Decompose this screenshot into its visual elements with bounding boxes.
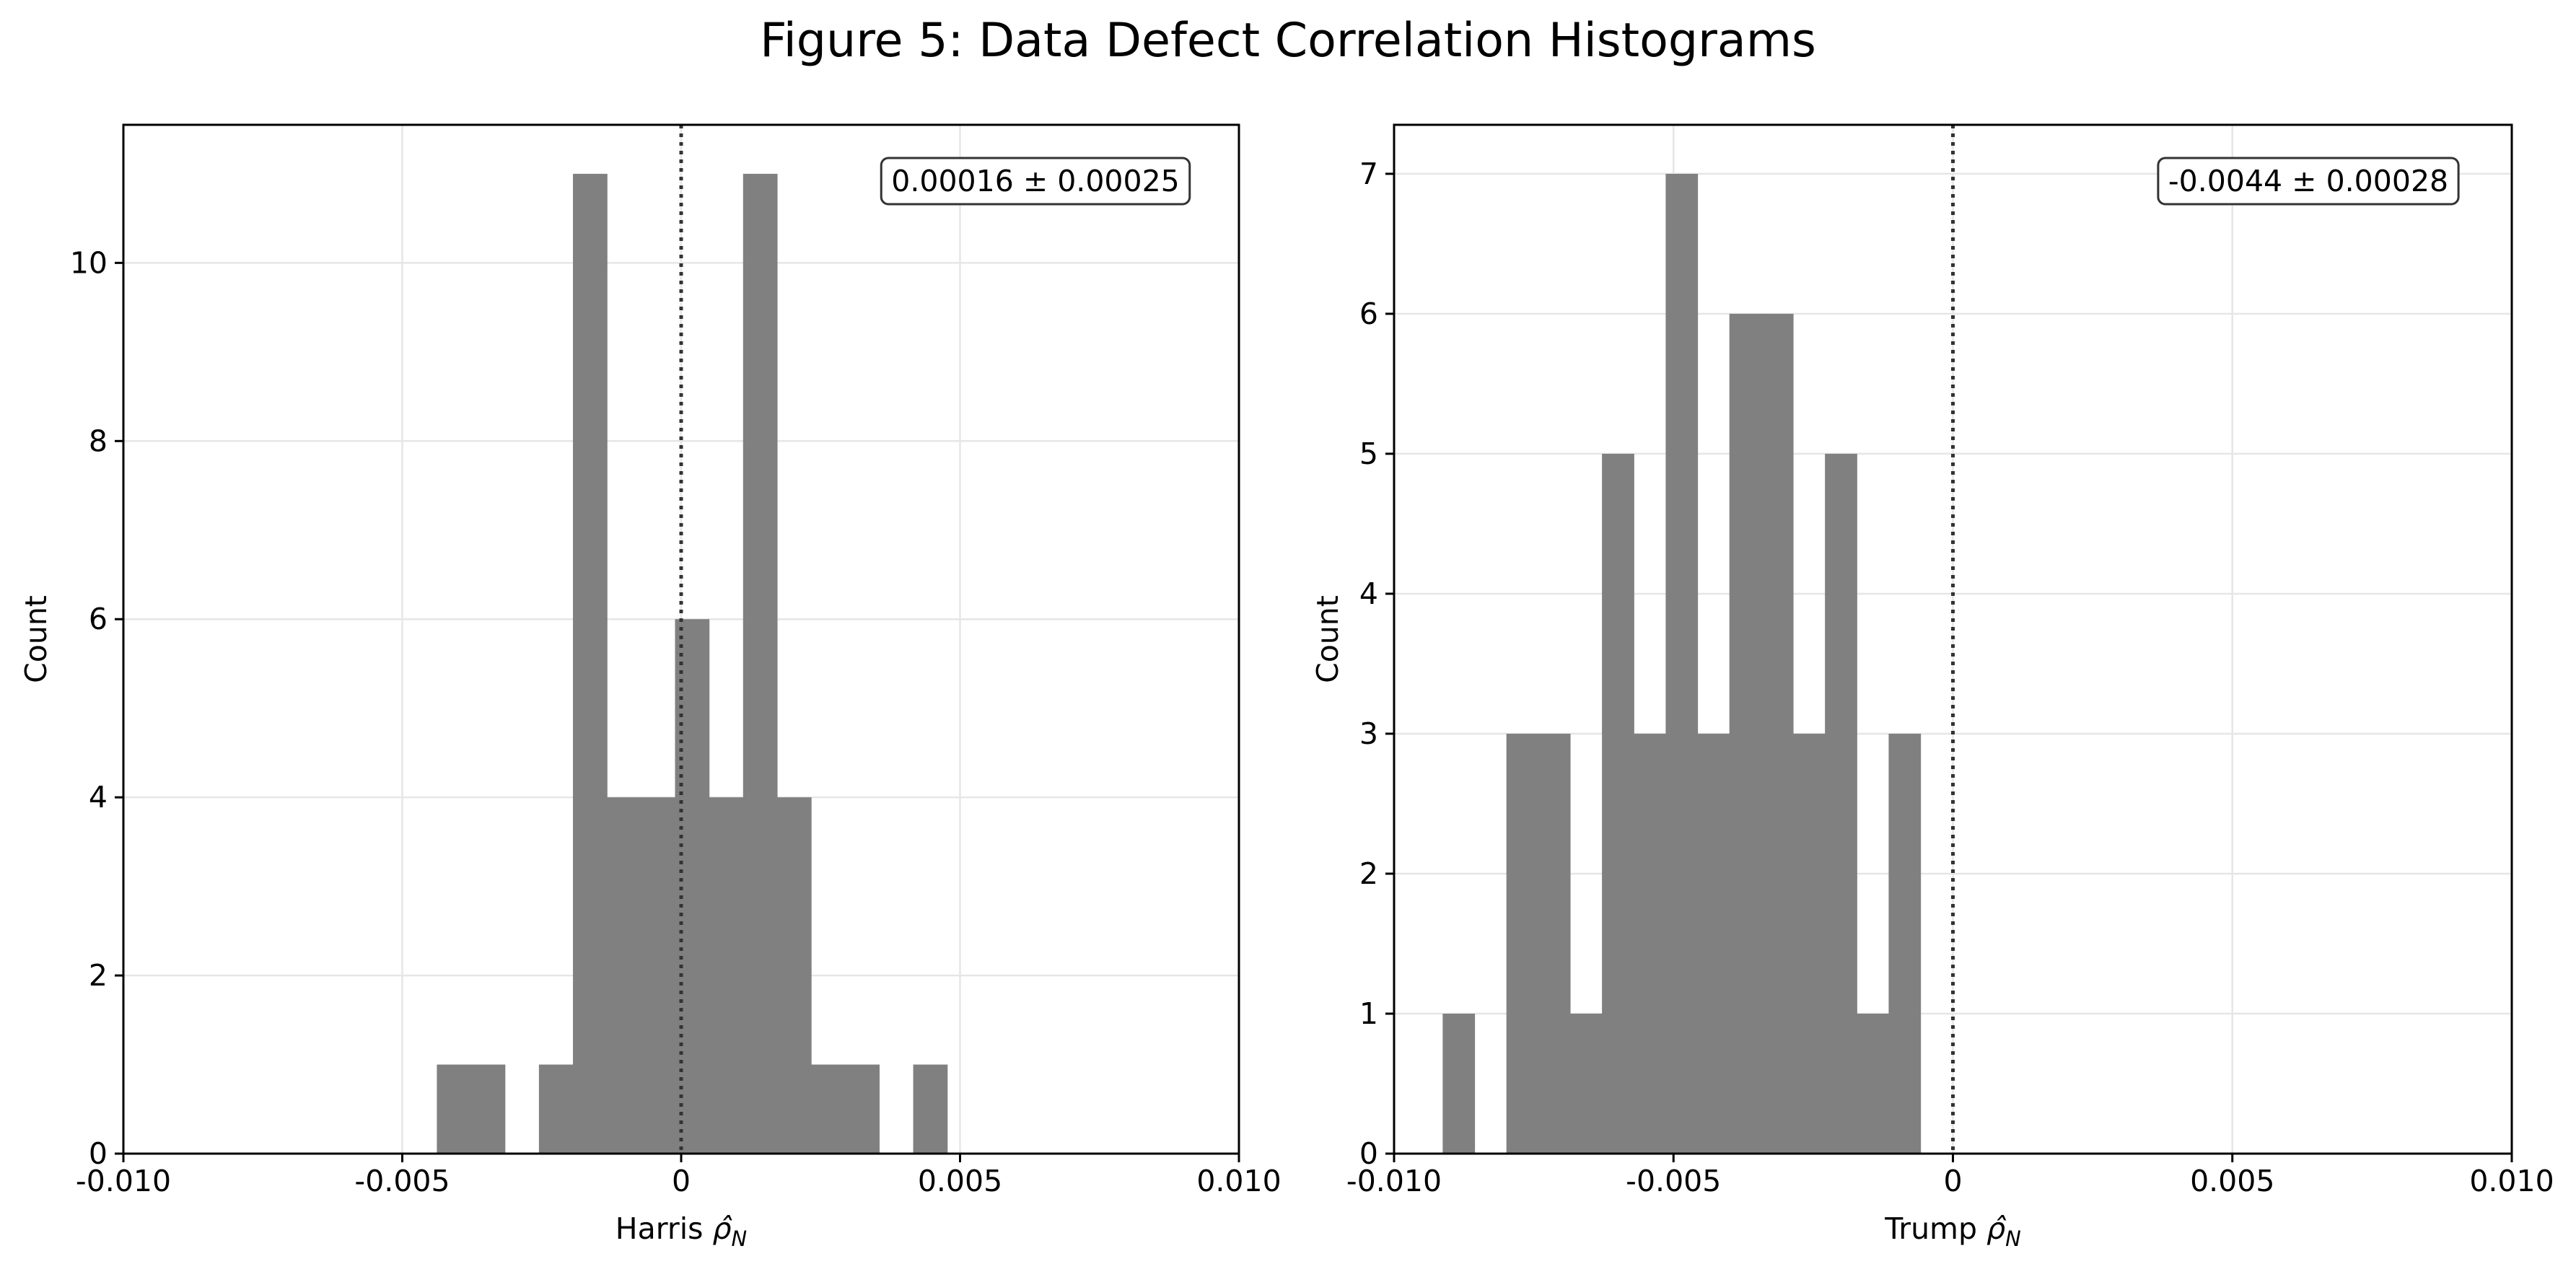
trump-y-tick-label: 2	[1359, 856, 1378, 891]
trump-x-tick-label: 0.010	[2469, 1164, 2554, 1198]
trump-x-tick-label: -0.010	[1346, 1164, 1442, 1198]
trump-y-tick-label: 5	[1359, 436, 1378, 471]
harris-histogram-bar	[607, 797, 641, 1154]
trump-y-tick-label: 0	[1359, 1136, 1378, 1171]
trump-histogram-bar	[1761, 313, 1794, 1154]
trump-y-tick-label: 6	[1359, 297, 1378, 331]
harris-histogram-bar	[538, 1064, 574, 1154]
trump-histogram-bar	[1634, 733, 1667, 1154]
harris-x-tick-label: 0.005	[918, 1164, 1002, 1198]
harris-histogram-bar	[845, 1064, 880, 1154]
harris-x-tick-label: -0.010	[76, 1164, 171, 1198]
harris-y-tick-label: 10	[70, 245, 108, 280]
trump-histogram-bar	[1857, 1013, 1890, 1154]
trump-x-tick-label: 0.005	[2190, 1164, 2274, 1198]
trump-histogram-bar	[1602, 453, 1634, 1154]
trump-histogram-bar	[1569, 1013, 1603, 1154]
harris-x-tick-label: -0.005	[354, 1164, 450, 1198]
harris-y-tick-label: 0	[89, 1136, 108, 1171]
trump-histogram-panel: -0.010 -0.005 0 0.005 0.010 0 1 2 3 4 5 6 7 Count T…	[1310, 123, 2554, 1251]
harris-y-tick-label: 2	[89, 958, 108, 993]
harris-y-ticks: 0 2 4 6 8 10	[70, 245, 123, 1171]
harris-y-tick-label: 6	[89, 602, 108, 636]
trump-x-tick-label: -0.005	[1626, 1164, 1721, 1198]
trump-histogram-bar	[1442, 1013, 1476, 1154]
trump-y-tick-label: 4	[1359, 576, 1378, 611]
harris-x-ticks: -0.010 -0.005 0 0.005 0.010	[76, 1154, 1282, 1198]
trump-x-ticks: -0.010 -0.005 0 0.005 0.010	[1346, 1154, 2554, 1198]
harris-x-tick-label: 0	[672, 1164, 691, 1198]
harris-annotation-box: 0.00016 ± 0.00025	[880, 157, 1191, 206]
harris-histogram-panel: -0.010 -0.005 0 0.005 0.010 0 2 4 6 8 10 Count Ha…	[19, 123, 1282, 1251]
trump-histogram-bar	[1729, 313, 1762, 1154]
harris-histogram-bar	[776, 797, 812, 1154]
harris-histogram-bar	[437, 1064, 472, 1154]
harris-histogram-bar	[913, 1064, 948, 1154]
harris-histogram-bar	[742, 173, 778, 1154]
harris-annotation-text: 0.00016 ± 0.00025	[891, 164, 1180, 198]
trump-histogram-bar	[1888, 733, 1922, 1154]
harris-y-tick-label: 8	[89, 424, 108, 458]
trump-bars	[1442, 173, 1922, 1154]
harris-bars	[437, 173, 948, 1154]
harris-histogram-bar	[573, 173, 608, 1154]
trump-y-tick-label: 1	[1359, 996, 1378, 1031]
harris-y-axis-label: Count	[19, 595, 53, 683]
trump-y-axis-label: Count	[1310, 595, 1345, 683]
trump-histogram-bar	[1665, 173, 1699, 1154]
harris-histogram-bar	[641, 797, 676, 1154]
trump-y-tick-label: 3	[1359, 716, 1378, 751]
harris-x-tick-label: 0.010	[1196, 1164, 1281, 1198]
trump-histogram-bar	[1538, 733, 1571, 1154]
harris-histogram-bar	[811, 1064, 846, 1154]
trump-y-tick-label: 7	[1359, 157, 1378, 191]
trump-y-ticks: 0 1 2 3 4 5 6 7	[1359, 157, 1394, 1171]
trump-x-tick-label: 0	[1943, 1164, 1962, 1198]
trump-x-axis-label: Trump ρ̂N	[1884, 1211, 2021, 1251]
harris-histogram-bar	[470, 1064, 506, 1154]
figure-title: Figure 5: Data Defect Correlation Histog…	[760, 14, 1816, 68]
harris-y-tick-label: 4	[89, 780, 108, 815]
trump-histogram-bar	[1792, 733, 1826, 1154]
trump-histogram-bar	[1506, 733, 1539, 1154]
trump-annotation-box: -0.0044 ± 0.00028	[2157, 157, 2460, 206]
harris-x-axis-label: Harris ρ̂N	[615, 1211, 747, 1251]
trump-histogram-bar	[1825, 453, 1857, 1154]
trump-histogram-bar	[1697, 733, 1730, 1154]
harris-histogram-bar	[709, 797, 744, 1154]
trump-annotation-text: -0.0044 ± 0.00028	[2168, 164, 2448, 198]
